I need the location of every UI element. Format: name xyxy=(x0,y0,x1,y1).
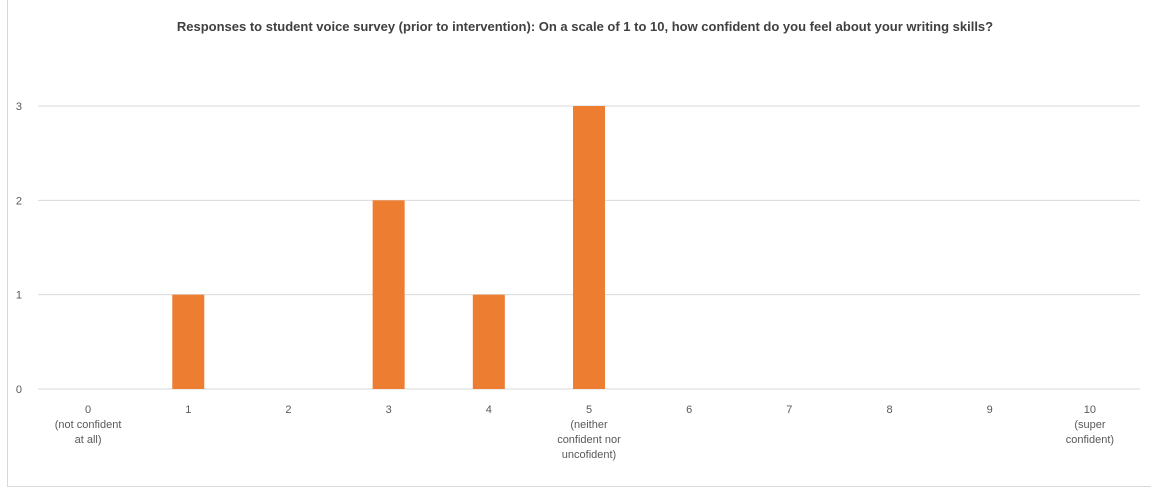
bar xyxy=(372,200,405,389)
y-tick-label: 0 xyxy=(16,384,22,396)
bar xyxy=(472,294,505,389)
x-tick-label: 7 xyxy=(786,404,792,416)
y-tick-label: 3 xyxy=(16,101,22,113)
x-tick-label: 9 xyxy=(987,404,993,416)
y-tick-label: 2 xyxy=(16,195,22,207)
x-tick-label: confident nor xyxy=(557,434,621,446)
x-tick-label: at all) xyxy=(75,434,102,446)
x-tick-label: 5 xyxy=(586,404,592,416)
bar xyxy=(573,106,605,389)
x-tick-label: 4 xyxy=(486,404,492,416)
x-tick-label: 0 xyxy=(85,404,91,416)
bar xyxy=(172,294,205,389)
x-tick-label: (neither xyxy=(570,419,608,431)
x-tick-label: 2 xyxy=(285,404,291,416)
x-tick-label: 6 xyxy=(686,404,692,416)
x-tick-label: 3 xyxy=(386,404,392,416)
x-tick-label: uncofident) xyxy=(562,449,616,461)
x-tick-label: 10 xyxy=(1084,404,1096,416)
x-tick-label: (not confident xyxy=(55,419,122,431)
y-tick-label: 1 xyxy=(16,290,22,302)
x-tick-label: 8 xyxy=(886,404,892,416)
x-tick-label: confident) xyxy=(1066,434,1114,446)
x-tick-label: (super xyxy=(1074,419,1106,431)
chart-title: Responses to student voice survey (prior… xyxy=(176,19,994,34)
x-tick-label: 1 xyxy=(185,404,191,416)
